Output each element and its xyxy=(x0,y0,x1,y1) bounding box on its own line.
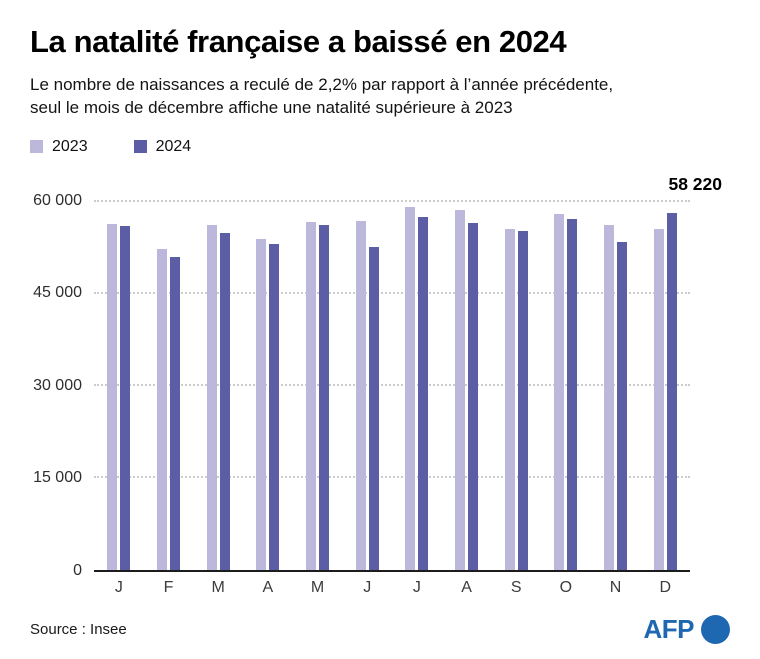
bar-group-2 xyxy=(144,202,194,570)
bar-group-5 xyxy=(293,202,343,570)
plot-area: 58 220 xyxy=(94,174,722,572)
bar-2023-month-1 xyxy=(107,223,118,570)
bars-container xyxy=(94,202,690,570)
x-tick-label-6: J xyxy=(363,578,372,596)
footer: Source : Insee AFP xyxy=(30,614,730,645)
x-tick-label-7: J xyxy=(412,578,421,596)
bar-group-4 xyxy=(243,202,293,570)
y-tick-label-0: 0 xyxy=(73,561,82,579)
bar-2024-month-4 xyxy=(269,243,280,570)
bar-2024-month-9 xyxy=(517,231,528,570)
source-credit: Source : Insee xyxy=(30,621,127,638)
gridline-45000 xyxy=(94,291,690,294)
legend-label-2023: 2023 xyxy=(52,137,88,155)
legend-swatch-2023-icon xyxy=(30,140,43,154)
bar-2024-month-3 xyxy=(219,232,230,570)
bar-2023-month-11 xyxy=(604,224,615,570)
afp-logo: AFP xyxy=(643,614,730,645)
gridline-60000 xyxy=(94,199,690,202)
y-tick-label-30000: 30 000 xyxy=(33,376,82,394)
y-axis: 0 15 000 30 000 45 000 60 000 xyxy=(30,192,94,578)
bar-chart: 0 15 000 30 000 45 000 60 000 58 220 xyxy=(30,174,730,579)
bar-2023-month-4 xyxy=(256,239,267,570)
bar-2024-month-7 xyxy=(418,217,429,570)
bar-2024-month-1 xyxy=(120,226,131,570)
bar-2024-month-5 xyxy=(319,224,330,570)
subtitle: Le nombre de naissances a reculé de 2,2%… xyxy=(30,75,614,117)
y-tick-label-60000: 60 000 xyxy=(33,191,82,209)
gridline-30000 xyxy=(94,383,690,386)
bar-group-9 xyxy=(491,202,541,570)
y-tick-label-15000: 15 000 xyxy=(33,469,82,487)
afp-logo-text: AFP xyxy=(643,614,695,644)
legend-item-2024: 2024 xyxy=(133,137,192,156)
bar-2023-month-8 xyxy=(455,209,466,570)
legend-swatch-2024-icon xyxy=(133,140,147,154)
bar-2024-month-10 xyxy=(567,219,578,570)
gridline-15000 xyxy=(94,475,690,478)
bar-2023-month-9 xyxy=(504,228,515,570)
x-tick-label-4: A xyxy=(262,578,274,596)
bar-2024-month-12 xyxy=(666,212,677,570)
x-tick-label-2: F xyxy=(163,578,174,596)
bar-2023-month-12 xyxy=(653,228,664,570)
bar-2024-month-11 xyxy=(617,242,628,570)
x-tick-label-10: O xyxy=(559,578,573,596)
x-tick-label-8: A xyxy=(461,578,472,596)
x-tick-label-1: J xyxy=(114,578,123,596)
x-tick-label-11: N xyxy=(609,578,622,596)
bar-2024-month-8 xyxy=(468,222,479,570)
x-tick-label-5: M xyxy=(310,578,325,596)
page-title: La natalité française a baissé en 2024 xyxy=(30,24,567,59)
x-tick-label-9: S xyxy=(510,578,522,596)
bar-group-1 xyxy=(94,202,144,570)
bar-2023-month-6 xyxy=(355,220,366,570)
y-tick-label-45000: 45 000 xyxy=(33,284,82,302)
bar-2024-month-6 xyxy=(368,247,379,570)
x-tick-label-3: M xyxy=(211,578,225,596)
bar-2023-month-2 xyxy=(157,248,167,570)
bar-group-10 xyxy=(541,202,591,570)
bar-2024-month-2 xyxy=(170,257,180,570)
bar-2023-month-7 xyxy=(405,206,416,570)
legend-item-2023: 2023 xyxy=(30,138,88,156)
afp-logo-circle-icon xyxy=(701,615,730,644)
infographic: La natalité française a baissé en 2024 L… xyxy=(30,24,730,597)
x-tick-label-12: D xyxy=(659,578,671,596)
bar-2023-month-3 xyxy=(206,225,217,570)
bar-2023-month-10 xyxy=(554,214,565,570)
bar-group-11 xyxy=(591,202,641,570)
december-value-annotation: 58 220 xyxy=(668,173,722,194)
bar-group-8 xyxy=(442,202,492,570)
bar-2023-month-5 xyxy=(306,221,317,570)
bar-group-12 xyxy=(640,202,690,570)
legend: 2023 2024 xyxy=(30,138,730,156)
legend-label-2024: 2024 xyxy=(155,137,192,155)
bar-group-6 xyxy=(342,202,392,570)
bar-group-7 xyxy=(392,202,442,570)
bar-group-3 xyxy=(193,202,243,570)
